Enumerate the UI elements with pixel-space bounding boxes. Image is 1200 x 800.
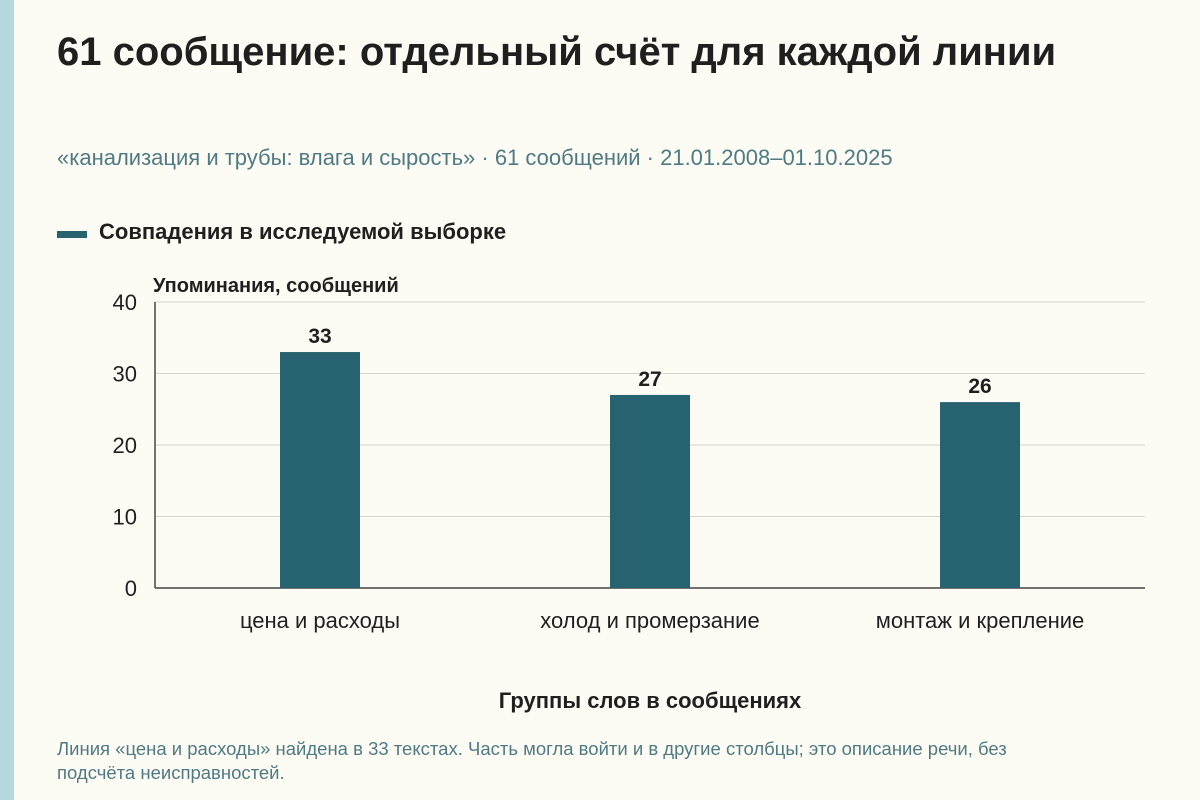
accent-stripe xyxy=(0,0,14,800)
chart-subtitle: «канализация и трубы: влага и сырость» ·… xyxy=(57,145,893,170)
x-tick-label: монтаж и крепление xyxy=(876,608,1085,633)
labels: 0 10 20 30 40 Упоминания, сообщений 33 цена и р… xyxy=(113,275,1085,713)
x-tick-label: цена и расходы xyxy=(240,608,400,633)
x-axis-title: Группы слов в сообщениях xyxy=(499,688,802,713)
y-tick-label: 40 xyxy=(113,290,137,315)
bars xyxy=(280,352,1020,588)
bar xyxy=(940,402,1020,588)
chart-legend: Совпадения в исследуемой выборке xyxy=(57,219,506,245)
chart-title: 61 сообщение: отдельный счёт для каждой … xyxy=(57,30,1057,74)
x-tick-label: холод и промерзание xyxy=(540,608,759,633)
bar-value-label: 33 xyxy=(308,325,331,348)
y-tick-label: 20 xyxy=(113,433,137,458)
legend-label: Совпадения в исследуемой выборке xyxy=(99,219,507,244)
bar-value-label: 26 xyxy=(968,375,991,398)
y-axis-title: Упоминания, сообщений xyxy=(153,275,399,297)
y-tick-label: 10 xyxy=(113,505,137,530)
bar-value-label: 27 xyxy=(638,368,661,391)
y-tick-label: 0 xyxy=(125,576,137,601)
y-tick-label: 30 xyxy=(113,362,137,387)
bar xyxy=(610,394,690,588)
bar xyxy=(280,352,360,588)
legend-swatch xyxy=(57,230,87,238)
chart-footnote: Линия «цена и расходы» найдена в 33 текс… xyxy=(57,738,1007,783)
